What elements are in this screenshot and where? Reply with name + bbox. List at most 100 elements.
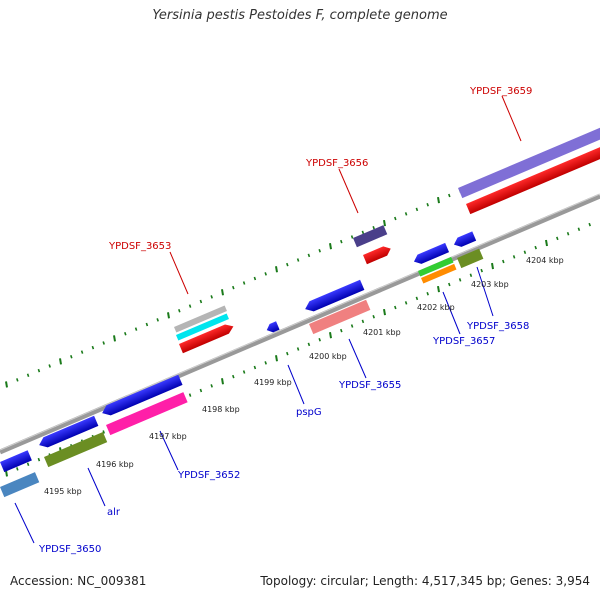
gene-ypdsf-3653-grey[interactable] xyxy=(174,305,227,333)
scale-tick xyxy=(91,345,95,350)
scale-tick xyxy=(188,304,192,308)
scale-tick xyxy=(350,324,354,328)
gene-label-ypdsf-3653[interactable]: YPDSF_3653 xyxy=(108,241,171,252)
gene-ypdsf-3653-red[interactable] xyxy=(179,322,235,354)
scale-tick xyxy=(545,239,548,247)
scale-tick xyxy=(37,457,41,462)
scale-tick xyxy=(16,467,19,471)
gene-ypdsf-3652[interactable] xyxy=(106,392,188,436)
gene-far-left-blue[interactable] xyxy=(0,450,32,473)
scale-tick xyxy=(124,331,127,336)
scale-tick xyxy=(502,259,505,264)
scale-tick xyxy=(242,281,246,285)
scale-tick xyxy=(512,255,516,259)
scale-tick xyxy=(437,285,440,293)
scale-tick xyxy=(5,381,8,388)
scale-tick xyxy=(178,308,181,313)
scale-tick xyxy=(275,266,278,273)
scale-tick xyxy=(296,258,300,262)
scale-tick xyxy=(426,291,429,296)
scale-tick xyxy=(210,384,213,388)
scale-tick xyxy=(372,226,375,230)
scale-tick xyxy=(534,245,537,250)
gene-ypdsf-3653-cyan[interactable] xyxy=(176,313,229,341)
scale-tick xyxy=(16,378,19,382)
gene-label-pspg[interactable]: pspG xyxy=(296,407,322,418)
scale-tick xyxy=(426,202,429,207)
scale-tick xyxy=(383,308,386,316)
scale-tick xyxy=(253,276,257,281)
gene-ypdsf-3659-red[interactable] xyxy=(465,145,600,215)
scale-tick xyxy=(26,462,30,466)
scale-tick xyxy=(253,365,257,370)
scale-tick xyxy=(318,249,321,253)
gene-label-ypdsf-3657[interactable]: YPDSF_3657 xyxy=(432,336,495,347)
scale-tick xyxy=(264,361,267,365)
scale-tick xyxy=(232,374,235,379)
scale-tick xyxy=(80,350,84,354)
scale-tick xyxy=(232,285,235,290)
scale-tick xyxy=(415,296,419,301)
scale-tick xyxy=(113,335,116,342)
genome-backbone-highlight xyxy=(0,193,600,451)
gene-ypdsf-3659-purple[interactable] xyxy=(457,125,600,199)
scale-tick xyxy=(275,355,278,362)
scale-tick xyxy=(458,278,462,282)
scale-tick xyxy=(167,312,170,319)
scale-tick xyxy=(469,273,473,278)
scale-tick xyxy=(199,299,203,304)
gene-ypdsf-3650[interactable] xyxy=(0,472,40,498)
scale-tick xyxy=(59,358,62,365)
scale-tick xyxy=(307,253,311,258)
gene-ypdsf-3657-orange[interactable] xyxy=(421,263,457,284)
scale-tick xyxy=(286,351,289,356)
gene-ypdsf-3657-blue[interactable] xyxy=(412,242,450,266)
label-leaders xyxy=(14,95,522,544)
scale-tick xyxy=(102,430,105,434)
scale-tick xyxy=(361,319,365,324)
scale-tick xyxy=(221,378,224,385)
gene-alr[interactable] xyxy=(44,431,108,468)
gene-ypdsf-3655[interactable] xyxy=(309,299,371,335)
gene-label-ypdsf-3652[interactable]: YPDSF_3652 xyxy=(177,470,240,481)
scale-tick xyxy=(286,262,289,267)
scale-tick xyxy=(307,342,311,347)
scale-labels: 4195 kbp 4196 kbp 4197 kbp 4198 kbp 4199… xyxy=(44,256,564,496)
gene-label-ypdsf-3659[interactable]: YPDSF_3659 xyxy=(469,86,532,97)
scale-tick xyxy=(156,318,159,322)
scale-tick xyxy=(566,232,570,236)
gene-ypdsf-3656-purple[interactable] xyxy=(353,225,388,248)
gene-label-alr[interactable]: alr xyxy=(107,507,121,518)
gene-label-ypdsf-3658[interactable]: YPDSF_3658 xyxy=(466,321,529,332)
scale-tick xyxy=(448,282,451,287)
scale-tick xyxy=(448,193,451,198)
scale-tick xyxy=(383,219,386,227)
scale-tick xyxy=(491,262,494,270)
scale-tick xyxy=(145,322,149,327)
gene-blue-3654[interactable] xyxy=(303,279,365,314)
gene-left-blue-2[interactable] xyxy=(37,415,99,450)
map-title: Yersinia pestis Pestoides F, complete ge… xyxy=(152,8,448,23)
scale-label: 4204 kbp xyxy=(526,256,564,265)
scale-tick xyxy=(221,289,224,296)
scale-tick xyxy=(70,355,73,359)
gene-ypdsf-3656-red[interactable] xyxy=(363,244,393,265)
scale-tick xyxy=(242,370,246,374)
gene-ypdsf-3658-olive[interactable] xyxy=(457,248,484,269)
scale-tick xyxy=(329,332,332,339)
scale-tick xyxy=(523,250,527,254)
scale-tick xyxy=(264,272,267,276)
gene-ypdsf-3658-blue[interactable] xyxy=(452,231,477,249)
gene-left-blue-3[interactable] xyxy=(100,374,183,418)
gene-pspg[interactable] xyxy=(265,321,280,334)
scale-tick xyxy=(404,212,408,216)
scale-tick xyxy=(26,373,30,377)
gene-label-ypdsf-3656[interactable]: YPDSF_3656 xyxy=(305,158,368,169)
scale-tick xyxy=(48,364,51,368)
scale-tick xyxy=(404,301,408,305)
gene-label-ypdsf-3655[interactable]: YPDSF_3655 xyxy=(338,380,401,391)
scale-tick xyxy=(37,368,41,373)
gene-label-ypdsf-3650[interactable]: YPDSF_3650 xyxy=(38,544,101,555)
gene-ypdsf-3657-green[interactable] xyxy=(418,256,454,277)
